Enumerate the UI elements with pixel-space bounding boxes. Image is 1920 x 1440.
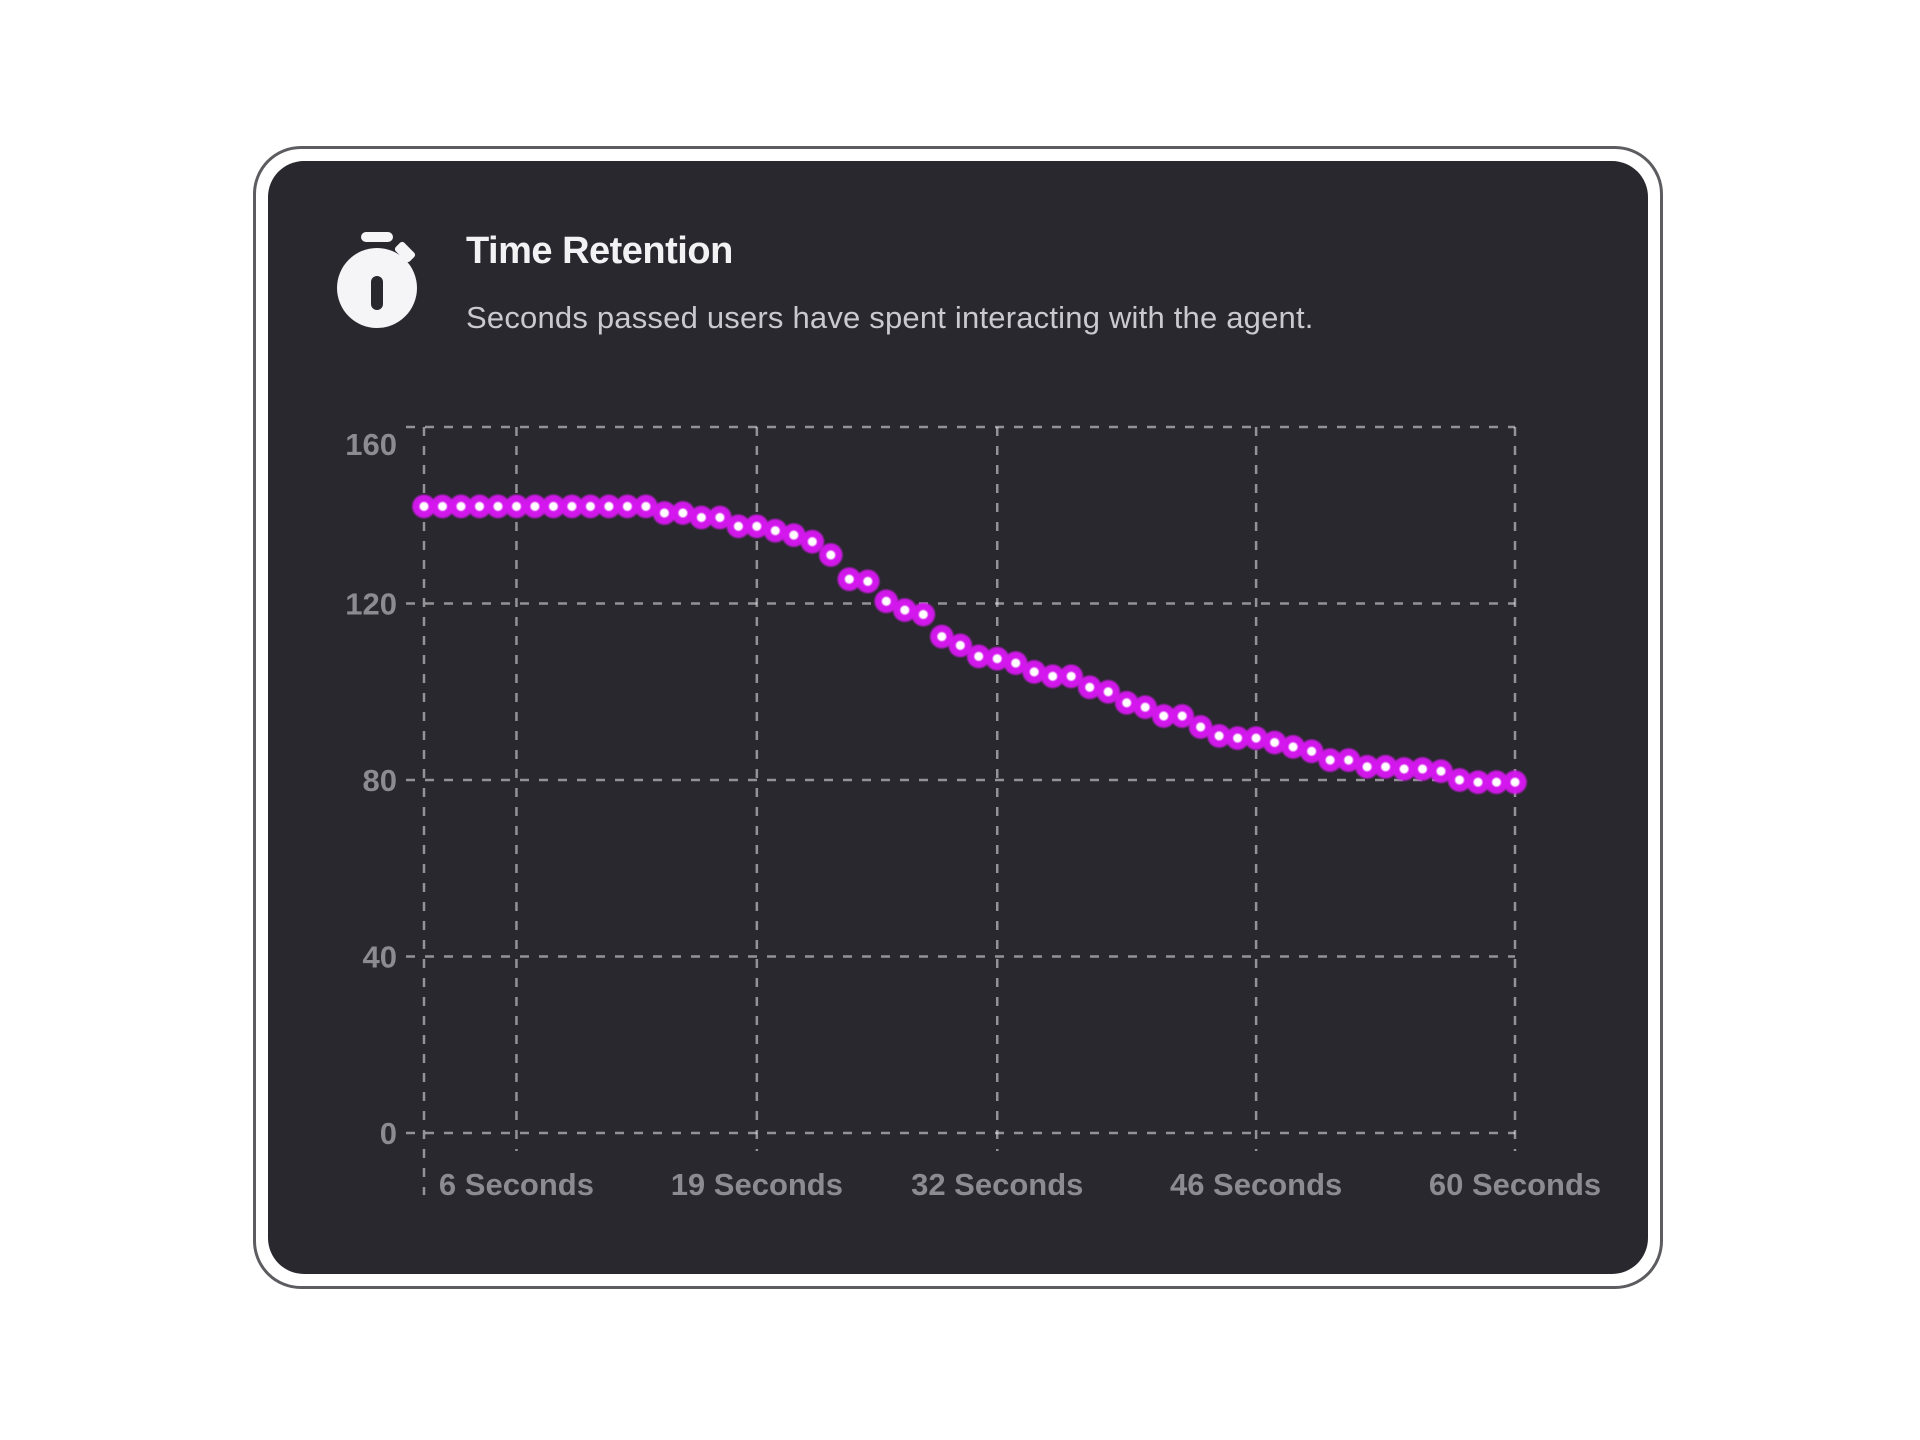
data-point <box>448 493 474 520</box>
data-point <box>614 493 641 520</box>
x-axis-label: 6 Seconds <box>439 1167 594 1202</box>
data-point <box>854 568 881 595</box>
data-point <box>558 493 585 520</box>
data-point <box>1224 725 1251 752</box>
data-point <box>910 601 937 628</box>
data-point <box>651 500 678 526</box>
data-point <box>540 493 567 520</box>
stopwatch-top-button <box>361 232 393 242</box>
page-subtitle: Seconds passed users have spent interact… <box>466 300 1314 335</box>
data-point <box>595 493 622 520</box>
time-retention-chart: 160 120 80 40 0 6 Seconds 19 Seconds 32 Seconds… <box>345 425 1601 1202</box>
data-point <box>688 504 715 531</box>
x-axis-label: 46 Seconds <box>1170 1167 1342 1202</box>
y-axis-label: 40 <box>363 940 397 975</box>
x-axis-label: 60 Seconds <box>1429 1167 1601 1202</box>
y-axis-label: 120 <box>345 587 397 622</box>
data-point <box>1391 756 1418 782</box>
data-point <box>1502 769 1528 796</box>
stopwatch-icon <box>337 232 417 332</box>
data-point <box>725 513 752 540</box>
data-point <box>1317 747 1344 774</box>
data-point <box>1483 769 1510 796</box>
data-point <box>503 493 530 520</box>
time-retention-card: Time Retention Seconds passed users have… <box>268 161 1648 1274</box>
data-point <box>411 493 437 520</box>
data-point <box>1150 703 1177 729</box>
card-outline: Time Retention Seconds passed users have… <box>253 146 1663 1289</box>
data-point <box>799 528 826 555</box>
data-point <box>1354 753 1381 780</box>
data-point <box>1039 663 1066 690</box>
page-title: Time Retention <box>466 230 733 272</box>
data-point <box>485 493 511 520</box>
data-point <box>466 493 493 520</box>
data-point <box>1465 769 1491 796</box>
data-point <box>817 542 844 568</box>
stopwatch-hand <box>371 276 383 310</box>
y-axis-label: 0 <box>380 1116 397 1151</box>
x-axis-label: 19 Seconds <box>671 1167 843 1202</box>
data-point <box>521 493 548 520</box>
data-point <box>429 493 456 520</box>
x-axis-label: 32 Seconds <box>911 1167 1083 1202</box>
data-point <box>577 493 604 520</box>
y-axis-label: 160 <box>345 427 397 462</box>
y-axis-label: 80 <box>363 763 397 798</box>
